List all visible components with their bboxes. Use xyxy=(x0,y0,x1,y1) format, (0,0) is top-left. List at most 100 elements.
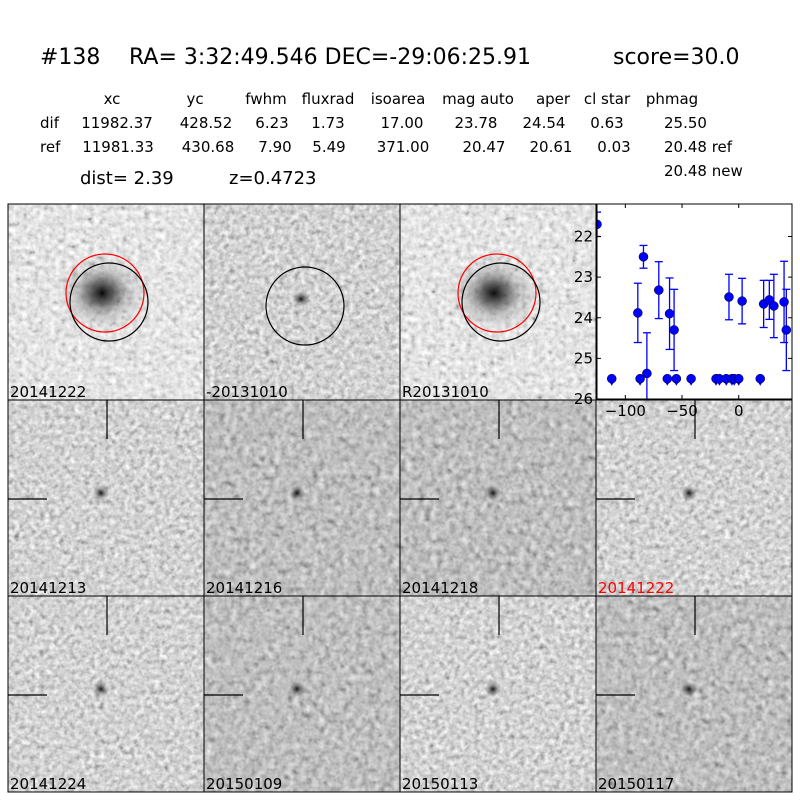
light-curve-plot: −100 −50 0 22 23 24 25 26 xyxy=(574,203,793,420)
table-cell: 20.61 xyxy=(530,138,573,156)
table-cell: 7.90 xyxy=(258,138,291,156)
column-header: phmag xyxy=(646,90,698,108)
panel-date-label: 20141222 xyxy=(598,579,674,597)
candidate-source xyxy=(289,681,305,697)
detection-marker xyxy=(638,252,649,262)
candidate-id: #138 xyxy=(40,45,100,70)
detection-point xyxy=(664,277,675,351)
table-cell: 20.48 ref xyxy=(664,138,733,156)
table-cell: 11981.33 xyxy=(82,138,154,156)
detection-point xyxy=(642,332,652,399)
plot-background xyxy=(597,204,792,399)
upper-limit-marker xyxy=(733,373,744,384)
panel-date-label: 20150109 xyxy=(206,775,282,793)
detection-marker xyxy=(664,308,675,319)
upper-limit-marker xyxy=(662,373,673,384)
image-panel: 20141224 xyxy=(7,595,205,793)
image-panel: 20150113 xyxy=(399,595,597,793)
upper-limit-marker xyxy=(635,373,645,384)
difference-source xyxy=(292,291,310,307)
panel-image xyxy=(204,400,400,596)
table-cell: 430.68 xyxy=(182,138,235,156)
table-cell: 20.47 xyxy=(463,138,506,156)
detection-marker xyxy=(779,297,789,307)
candidate-source xyxy=(681,681,697,697)
panel-frame xyxy=(595,595,793,793)
detection-point xyxy=(638,244,649,269)
panel-image xyxy=(400,204,596,400)
candidate-source xyxy=(485,485,501,501)
panel-image xyxy=(8,204,204,400)
table-cell: 428.52 xyxy=(180,114,233,132)
upper-limit-point xyxy=(686,373,696,386)
row-label-dif: dif xyxy=(40,114,60,132)
x-tick-label: −50 xyxy=(666,402,698,420)
panel-image xyxy=(8,400,204,596)
detection-marker xyxy=(633,308,643,318)
panel-date-label: R20131010 xyxy=(402,383,489,401)
upper-limit-point xyxy=(755,373,766,386)
candidate-source xyxy=(485,681,501,697)
panel-date-label: 20141216 xyxy=(206,579,282,597)
table-cell: 17.00 xyxy=(381,114,424,132)
candidate-source xyxy=(289,485,305,501)
panel-image xyxy=(596,400,792,596)
image-panel: 20150109 xyxy=(203,595,401,793)
detection-point xyxy=(737,277,747,325)
table-cell: 0.63 xyxy=(590,114,623,132)
panel-image xyxy=(400,400,596,596)
y-tick-label: 26 xyxy=(574,390,593,408)
detection-point xyxy=(633,282,643,344)
image-panel: 20150117 xyxy=(595,595,793,793)
upper-limit-point xyxy=(662,373,673,386)
measurement-table: xc yc fwhm fluxrad isoarea mag auto aper… xyxy=(40,90,743,180)
table-cell: 24.54 xyxy=(523,114,566,132)
table-cell: 11982.37 xyxy=(81,114,153,132)
table-cell: 371.00 xyxy=(377,138,430,156)
column-header: fluxrad xyxy=(302,90,355,108)
ref-position-circle xyxy=(265,266,345,346)
column-header: xc xyxy=(104,90,121,108)
detection-marker xyxy=(669,325,679,335)
image-panel: 20141218 xyxy=(399,399,597,597)
detection-point xyxy=(724,273,734,321)
plot-marks xyxy=(597,211,792,399)
column-header: yc xyxy=(186,90,203,108)
image-panel: 20141222 xyxy=(595,399,793,597)
redshift-value: z=0.4723 xyxy=(229,168,317,189)
x-tick-label: 0 xyxy=(734,402,744,420)
table-cell: 1.73 xyxy=(311,114,344,132)
x-tick-label: −100 xyxy=(605,402,646,420)
panel-date-label: 20150117 xyxy=(598,775,674,793)
panel-date-label: 20141213 xyxy=(10,579,86,597)
candidate-source xyxy=(681,485,697,501)
panel-image xyxy=(400,596,596,792)
row-label-ref: ref xyxy=(40,138,61,156)
panel-date-label: 20141218 xyxy=(402,579,478,597)
column-header: aper xyxy=(536,90,571,108)
new-position-circle xyxy=(457,253,537,333)
image-panel: -20131010 xyxy=(203,203,401,401)
panel-date-label: 20141224 xyxy=(10,775,86,793)
upper-limit-marker xyxy=(755,373,766,384)
y-tick-label: 23 xyxy=(574,268,593,286)
upper-limit-marker xyxy=(606,373,617,384)
distance-value: dist= 2.39 xyxy=(80,168,174,189)
detection-marker xyxy=(642,368,652,379)
ref-position-circle xyxy=(461,262,541,342)
upper-limit-point xyxy=(635,373,645,386)
upper-limit-point xyxy=(606,373,617,386)
ref-position-circle xyxy=(69,262,149,342)
candidate-coordinates: RA= 3:32:49.546 DEC=-29:06:25.91 xyxy=(129,45,531,70)
column-header: mag auto xyxy=(442,90,514,108)
plot-frame xyxy=(596,203,793,400)
detection-marker xyxy=(597,219,602,230)
image-panel: 20141222 xyxy=(7,203,205,401)
detection-marker xyxy=(781,325,792,335)
upper-limit-marker xyxy=(686,373,696,384)
image-grid: 20141222 -20131010 R20131010 20141213 201412… xyxy=(7,203,793,793)
candidate-score: score=30.0 xyxy=(613,45,740,70)
detection-point xyxy=(654,261,664,320)
detection-marker xyxy=(737,296,747,306)
